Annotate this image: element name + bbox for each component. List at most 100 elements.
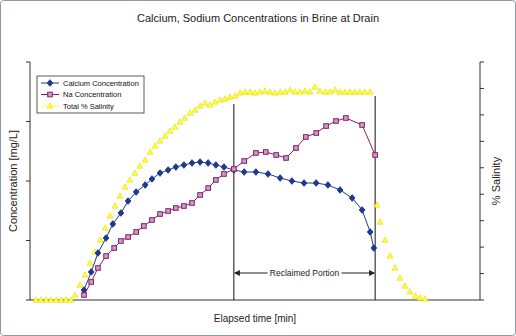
x-axis-label: Elapsed time [min]: [214, 313, 296, 324]
data-point: [332, 87, 338, 92]
data-point: [292, 89, 298, 94]
series-group: [81, 159, 376, 294]
data-point: [157, 138, 163, 143]
data-point: [301, 180, 307, 187]
data-point: [72, 292, 78, 297]
data-point: [157, 170, 163, 177]
annotation-box: [268, 267, 342, 279]
data-point: [289, 178, 295, 185]
data-point: [287, 87, 293, 92]
data-point: [242, 159, 247, 164]
y-tick: [26, 181, 30, 182]
data-point: [96, 266, 101, 271]
data-point: [221, 164, 227, 171]
data-point: [284, 156, 289, 161]
plot-area: [33, 84, 428, 302]
data-point: [107, 213, 113, 218]
data-point: [317, 88, 323, 93]
data-point: [125, 198, 131, 205]
legend-marker: [48, 92, 53, 97]
data-point: [265, 171, 271, 178]
data-point: [359, 207, 365, 214]
data-point: [253, 169, 259, 176]
data-point: [142, 224, 147, 229]
legend-label: Na Concentration: [63, 90, 121, 99]
data-point: [374, 202, 380, 207]
data-point: [402, 283, 408, 288]
y2-tick: [480, 88, 484, 89]
y2-tick: [480, 167, 484, 168]
data-point: [344, 116, 349, 121]
data-point: [247, 89, 253, 94]
data-point: [142, 182, 148, 189]
data-point: [324, 124, 329, 129]
data-point: [302, 88, 308, 93]
y2-tick: [480, 220, 484, 221]
data-point: [377, 219, 383, 224]
x-axis: [30, 300, 480, 301]
data-point: [197, 159, 203, 166]
data-point: [122, 184, 128, 189]
data-point: [48, 297, 54, 302]
data-point: [325, 182, 331, 189]
data-point: [262, 88, 268, 93]
data-point: [89, 280, 94, 285]
legend-label: Calcium Concentration: [63, 79, 139, 88]
data-point: [118, 210, 124, 217]
data-point: [197, 103, 203, 108]
data-point: [87, 260, 93, 265]
data-point: [110, 221, 116, 228]
data-point: [407, 289, 413, 294]
legend-label: Total % Salinity: [63, 102, 114, 111]
data-point: [337, 89, 343, 94]
data-point: [43, 297, 49, 302]
data-point: [187, 110, 193, 115]
y-tick: [26, 62, 30, 63]
data-point: [162, 133, 168, 138]
data-point: [172, 124, 178, 129]
series-line: [84, 162, 374, 290]
data-point: [112, 246, 117, 251]
data-point: [371, 245, 377, 252]
data-point: [53, 297, 59, 302]
data-point: [231, 167, 237, 174]
data-point: [205, 160, 211, 167]
data-point: [58, 297, 64, 302]
data-point: [342, 89, 348, 94]
data-point: [202, 100, 208, 105]
data-point: [367, 89, 373, 94]
data-point: [38, 297, 44, 302]
data-point: [274, 153, 279, 158]
data-point: [95, 250, 101, 257]
data-point: [112, 203, 118, 208]
series-group: [33, 84, 428, 302]
data-point: [63, 297, 69, 302]
data-point: [337, 187, 343, 194]
title: Calcium, Sodium Concentrations in Brine …: [137, 12, 379, 24]
data-point: [347, 89, 353, 94]
y2-axis: [480, 62, 481, 300]
annotation-line: [375, 96, 376, 300]
data-point: [149, 176, 155, 183]
chart-svg: Calcium, Sodium Concentrations in Brine …: [0, 0, 516, 336]
y2-tick: [480, 114, 484, 115]
legend-marker: [47, 103, 53, 108]
data-point: [307, 89, 313, 94]
data-point: [241, 169, 247, 176]
data-point: [134, 230, 139, 235]
data-point: [142, 157, 148, 162]
data-point: [126, 235, 131, 240]
data-point: [158, 212, 163, 217]
y2-tick: [480, 141, 484, 142]
data-point: [277, 89, 283, 94]
y2-tick: [480, 194, 484, 195]
data-point: [82, 293, 87, 298]
data-point: [150, 218, 155, 223]
data-point: [294, 146, 299, 151]
data-point: [277, 175, 283, 182]
data-point: [312, 84, 318, 89]
background: [1, 1, 516, 336]
data-point: [373, 153, 378, 158]
data-point: [304, 135, 309, 140]
legend-box: [37, 76, 144, 113]
